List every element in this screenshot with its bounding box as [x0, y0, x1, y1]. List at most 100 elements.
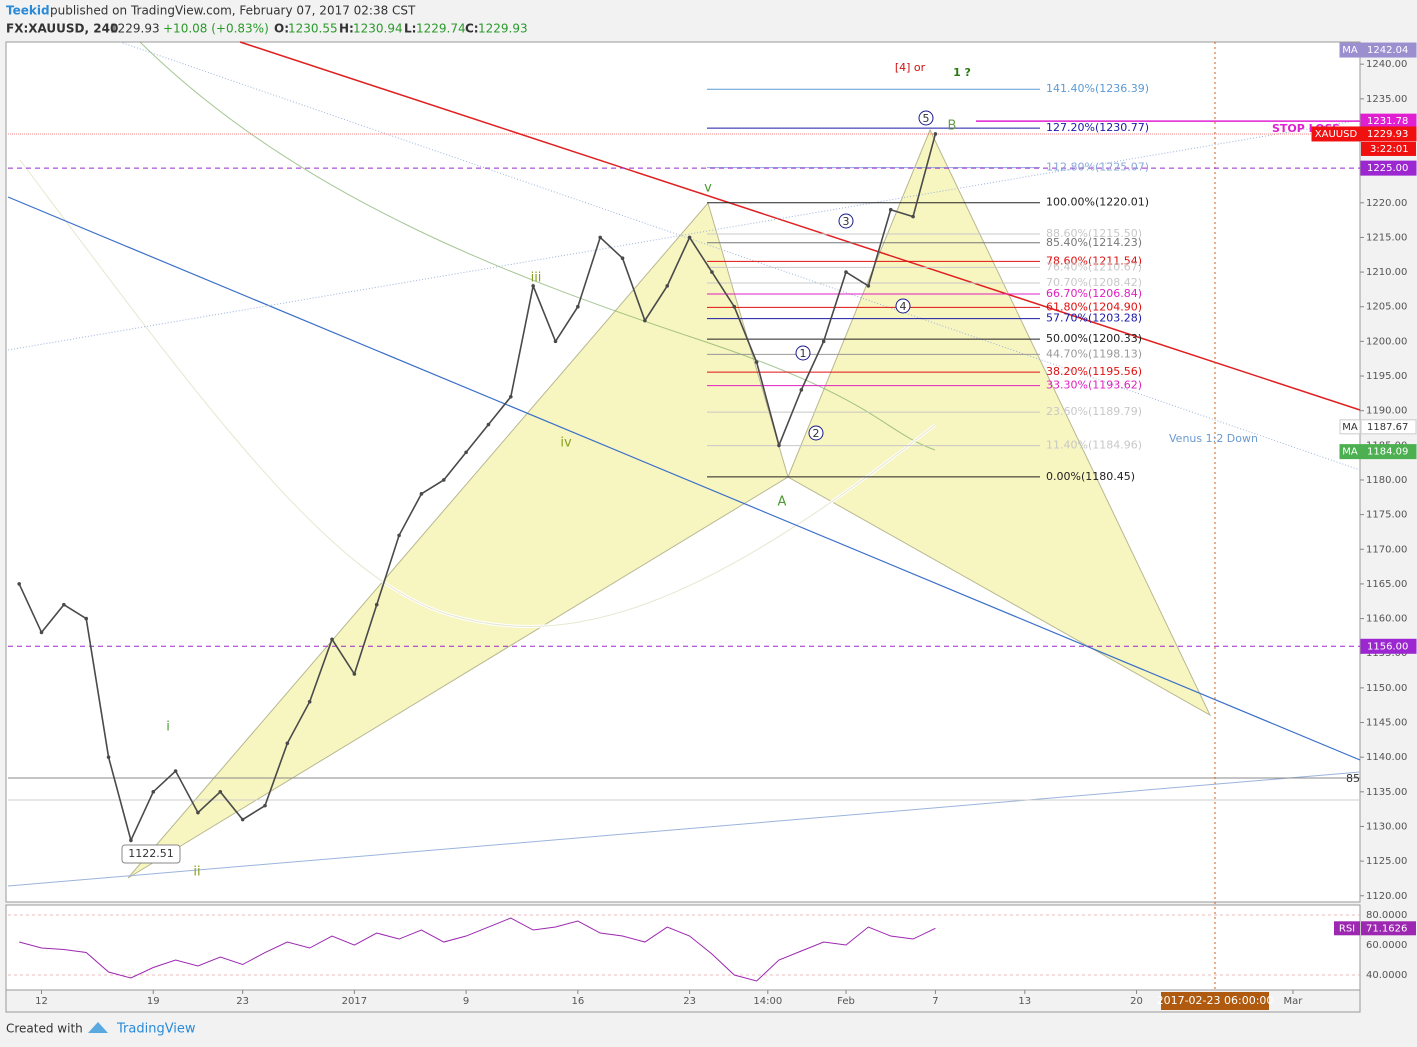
fib-label: 66.70%(1206.84) [1046, 287, 1142, 300]
rsi-tick-label: 60.0000 [1366, 940, 1407, 951]
y-tick-label: 1175.00 [1366, 510, 1407, 521]
price-point [888, 207, 893, 212]
price-point [419, 492, 424, 496]
fib-label: 57.70%(1203.28) [1046, 312, 1142, 325]
x-tick-label: Feb [837, 996, 855, 1007]
price-point [687, 235, 692, 240]
price-point [196, 810, 200, 815]
x-tick-label: 23 [236, 996, 249, 1007]
fib-label: 88.60%(1215.50) [1046, 227, 1142, 240]
price-point [576, 304, 580, 309]
fib-label: 70.70%(1208.42) [1046, 276, 1142, 289]
low: 1229.74 [416, 22, 466, 36]
trendline-blue [7, 196, 1361, 761]
low-tag-box [121, 844, 181, 864]
price-point [307, 699, 312, 704]
price-point [866, 284, 871, 288]
price-point [129, 838, 133, 843]
tag-name-box [1339, 444, 1361, 460]
fib-label: 44.70%(1198.13) [1046, 347, 1142, 360]
countdown-box [1361, 141, 1416, 156]
tag-name: MA [1342, 422, 1358, 433]
rsi-name-box [1334, 921, 1360, 936]
rsi-line [19, 917, 936, 982]
price-point [821, 339, 826, 344]
fib-label: 50.00%(1200.33) [1046, 332, 1142, 345]
circle [838, 213, 854, 229]
fib-label: 23.60%(1189.79) [1046, 405, 1142, 418]
wave-circles [795, 110, 934, 441]
y-tick-label: 1200.00 [1366, 336, 1407, 347]
price-tag-label: 1229.93 [1367, 129, 1408, 140]
y-tick-label: 1140.00 [1366, 752, 1407, 763]
tag-name: XAUUSD [1315, 129, 1358, 140]
y-tick-label: 1135.00 [1366, 787, 1407, 798]
wave-number: 3 [843, 215, 850, 228]
footer-brand[interactable]: TradingView [116, 1022, 196, 1037]
wave-label: 1 ? [953, 66, 971, 79]
open: 1230.55 [288, 22, 338, 36]
fib-label: 61.80%(1204.90) [1046, 300, 1142, 313]
tag-name-box [1339, 419, 1361, 435]
price-point [620, 256, 625, 261]
fib-label: 0.00%(1180.45) [1046, 470, 1135, 483]
price-tag [1360, 160, 1417, 176]
price-point [643, 318, 647, 323]
cursor-date-box [1161, 992, 1269, 1010]
tag-name: MA [1342, 45, 1358, 56]
x-tick-label: 7 [932, 996, 938, 1007]
fib-label: 127.20%(1230.77) [1046, 121, 1149, 134]
support-line [7, 771, 1361, 887]
fib-label: 76.40%(1210.67) [1046, 260, 1142, 273]
price-point [933, 132, 938, 136]
x-tick-label: 12 [35, 996, 48, 1007]
fib-label: 78.60%(1211.54) [1046, 254, 1142, 267]
wave-number: 2 [813, 427, 820, 440]
change: +10.08 (+0.83%) [163, 22, 269, 36]
fib-label: 11.40%(1184.96) [1046, 439, 1142, 452]
tag-name: MA [1342, 447, 1358, 458]
price-point [911, 214, 915, 219]
price-point [754, 360, 759, 364]
y-tick-label: 1150.00 [1366, 683, 1407, 694]
price-tag-label: 1187.67 [1367, 422, 1408, 433]
y-tick-label: 1190.00 [1366, 406, 1407, 417]
price-point [285, 741, 290, 746]
price-point [464, 450, 468, 455]
x-tick-label: 20 [1130, 996, 1143, 1007]
price-tag [1360, 638, 1417, 654]
price-point [106, 755, 111, 759]
close: 1229.93 [478, 22, 528, 36]
price-point [486, 422, 491, 427]
tag-name-box [1311, 126, 1361, 142]
rsi-tick-label: 40.0000 [1366, 970, 1407, 981]
y-tick-label: 1205.00 [1366, 302, 1407, 313]
rsi-tick-label: 80.0000 [1366, 910, 1407, 921]
footer-created: Created with [6, 1022, 83, 1036]
price-point [397, 533, 401, 538]
price-point [352, 672, 357, 676]
y-tick-label: 1180.00 [1366, 475, 1407, 486]
x-tick-label: 19 [147, 996, 160, 1007]
point-label: B [948, 119, 957, 134]
logo [88, 1022, 108, 1033]
wave-label: i [166, 720, 170, 735]
price-point [84, 616, 89, 621]
x-tick-label: Mar [1284, 996, 1304, 1007]
time-axis [5, 989, 1361, 1013]
price-point [844, 270, 848, 274]
fib-label: 100.00%(1220.01) [1046, 196, 1149, 209]
price-tag-label: 1156.00 [1367, 641, 1408, 652]
wave-label: v [704, 181, 712, 196]
price-point [598, 235, 602, 240]
circle [895, 298, 911, 314]
circle [795, 345, 811, 361]
x-tick-label: 23 [683, 996, 696, 1007]
open-label: O: [274, 22, 289, 36]
price-tag-label: 1225.00 [1367, 163, 1408, 174]
symbol: FX:XAUUSD, 240 [6, 22, 118, 36]
circle [808, 425, 824, 441]
rsi-pane [5, 904, 1361, 991]
